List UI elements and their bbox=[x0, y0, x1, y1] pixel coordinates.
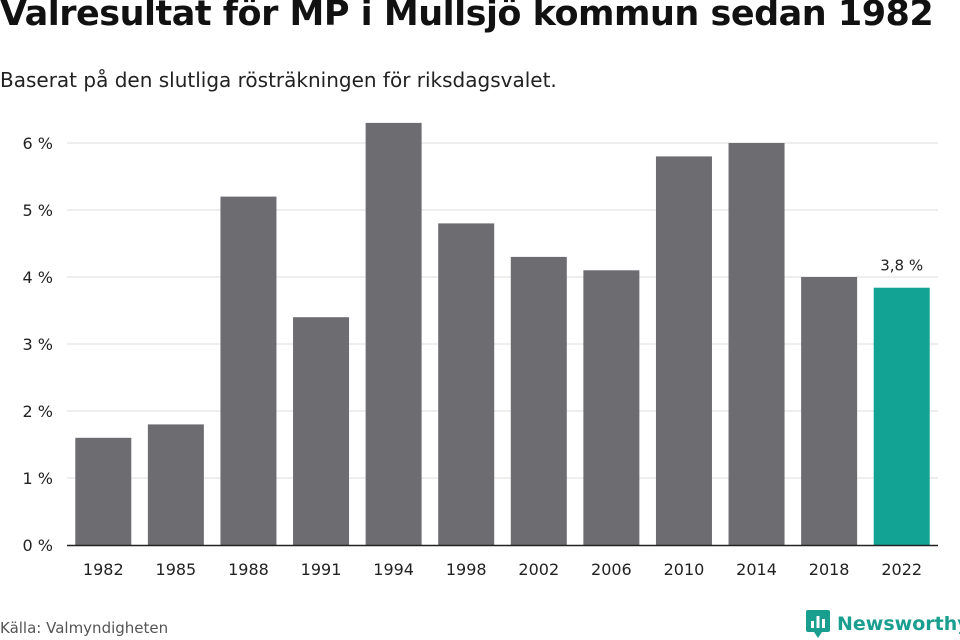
bar bbox=[801, 277, 858, 545]
chart-subtitle: Baserat på den slutliga rösträkningen fö… bbox=[0, 68, 557, 92]
x-tick-label: 1985 bbox=[156, 560, 197, 579]
x-tick-label: 2014 bbox=[736, 560, 777, 579]
brand-name: Newsworthy bbox=[837, 613, 960, 635]
x-tick-label: 2010 bbox=[664, 560, 705, 579]
x-tick-label: 2002 bbox=[518, 560, 559, 579]
y-tick-label: 3 % bbox=[23, 335, 53, 354]
bar bbox=[655, 156, 712, 545]
x-tick-label: 2018 bbox=[809, 560, 850, 579]
bar bbox=[293, 317, 350, 545]
bar bbox=[438, 223, 495, 545]
x-tick-label: 1994 bbox=[373, 560, 414, 579]
x-tick-label: 1982 bbox=[83, 560, 124, 579]
y-tick-label: 4 % bbox=[23, 268, 53, 287]
source-note: Källa: Valmyndigheten bbox=[0, 619, 169, 637]
bar bbox=[728, 143, 785, 545]
bar bbox=[365, 122, 422, 546]
x-tick-label: 1998 bbox=[446, 560, 487, 579]
y-tick-label: 0 % bbox=[23, 536, 53, 555]
y-tick-label: 6 % bbox=[23, 134, 53, 153]
bar bbox=[873, 287, 930, 545]
bar bbox=[220, 196, 277, 545]
bar bbox=[583, 270, 640, 545]
chart-title: Valresultat för MP i Mullsjö kommun seda… bbox=[0, 0, 934, 34]
bar-chart: 0 % 1 % 2 % 3 % 4 % 5 % 6 % 1982 1985 1988 1991 199… bbox=[23, 122, 938, 579]
brand-logo: Newsworthy bbox=[805, 609, 960, 639]
bar bbox=[147, 424, 204, 545]
x-tick-label: 2022 bbox=[881, 560, 922, 579]
x-tick-label: 2006 bbox=[591, 560, 632, 579]
x-tick-label: 1991 bbox=[301, 560, 342, 579]
data-label: 3,8 % bbox=[880, 257, 923, 275]
bar bbox=[510, 256, 567, 545]
y-tick-label: 5 % bbox=[23, 201, 53, 220]
x-tick-label: 1988 bbox=[228, 560, 269, 579]
y-tick-label: 1 % bbox=[23, 469, 53, 488]
bar bbox=[75, 437, 132, 545]
newsworthy-logo-icon bbox=[806, 610, 830, 638]
y-tick-label: 2 % bbox=[23, 402, 53, 421]
